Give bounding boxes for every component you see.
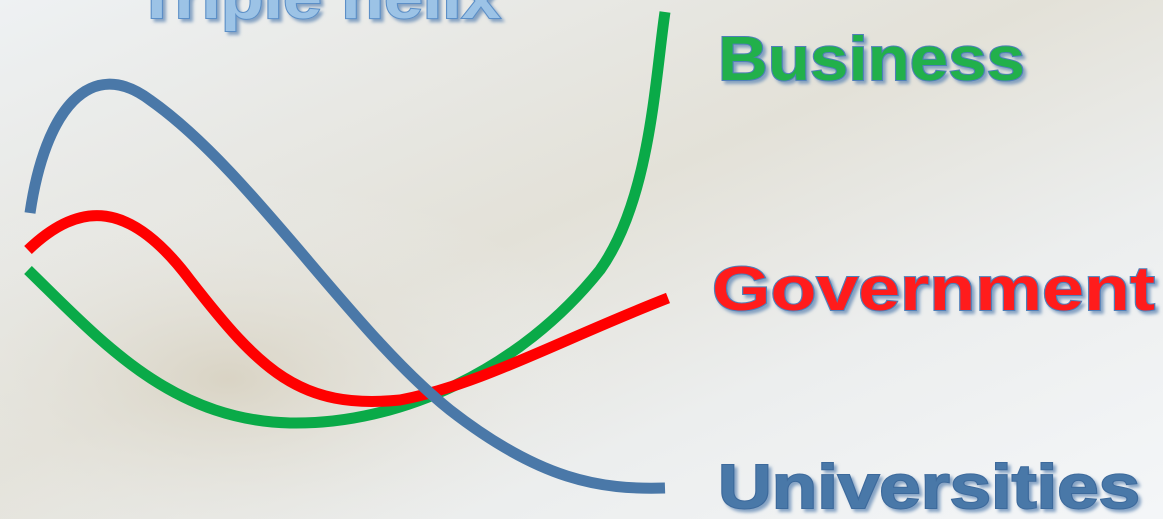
business-label: Business (718, 25, 1025, 94)
title: Triple helix (136, 0, 502, 32)
universities-label: Universities (718, 453, 1140, 519)
slide: Triple helix Business Government Univers… (0, 0, 1163, 519)
city-photo (0, 120, 760, 519)
government-label: Government (712, 255, 1155, 324)
